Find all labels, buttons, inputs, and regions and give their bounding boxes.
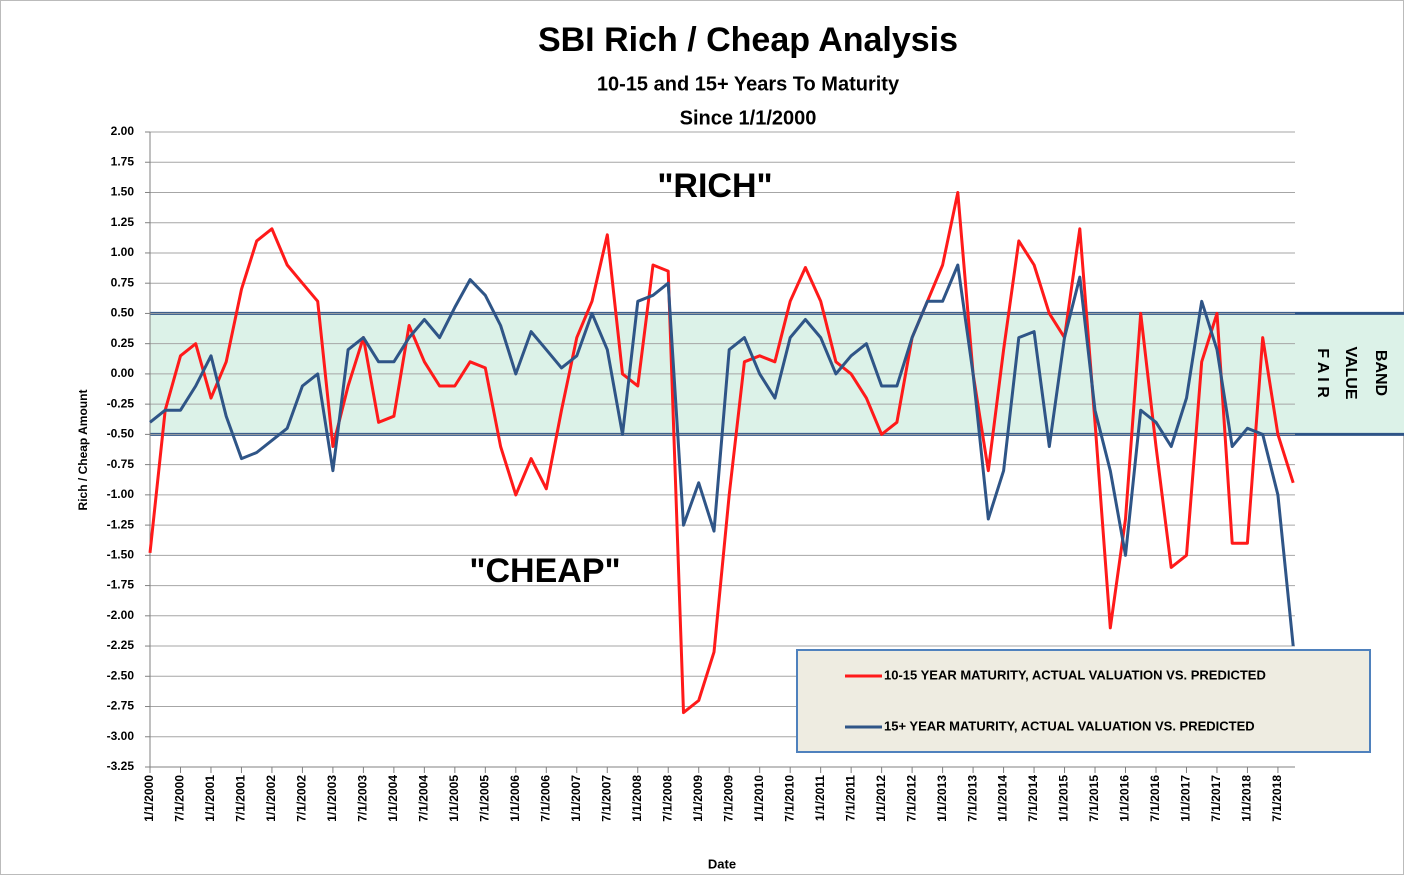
y-tick-label: -1.50 (107, 548, 135, 562)
chart-subtitle: 10-15 and 15+ Years To Maturity (597, 73, 900, 95)
x-tick-label: 7/1/2010 (782, 775, 796, 822)
x-tick-label: 7/1/2015 (1087, 775, 1101, 822)
x-tick-label: 1/1/2010 (752, 775, 766, 822)
y-tick-label: 1.00 (111, 245, 135, 259)
x-tick-label: 1/1/2011 (813, 775, 827, 821)
legend-label: 15+ YEAR MATURITY, ACTUAL VALUATION VS. … (884, 718, 1255, 733)
x-tick-label: 7/1/2017 (1209, 775, 1223, 822)
y-tick-label: -2.50 (107, 668, 135, 682)
x-tick-label: 1/1/2015 (1057, 775, 1071, 822)
legend-label: 10-15 YEAR MATURITY, ACTUAL VALUATION VS… (884, 667, 1266, 682)
x-tick-label: 7/1/2006 (538, 775, 552, 822)
chart-title: SBI Rich / Cheap Analysis (538, 21, 958, 59)
x-tick-label: 7/1/2008 (660, 775, 674, 822)
x-tick-label: 1/1/2018 (1240, 775, 1254, 822)
y-tick-label: 0.25 (111, 336, 135, 350)
x-tick-label: 7/1/2016 (1148, 775, 1162, 822)
annotation: "RICH" (657, 167, 772, 205)
chart-subtitle: Since 1/1/2000 (680, 107, 817, 129)
y-tick-label: 0.50 (111, 306, 135, 320)
annotation: "CHEAP" (469, 552, 620, 590)
y-tick-label: -2.25 (107, 638, 135, 652)
x-tick-label: 7/1/2003 (356, 775, 370, 822)
y-tick-label: 1.25 (111, 215, 135, 229)
x-tick-label: 1/1/2002 (264, 775, 278, 822)
x-tick-label: 1/1/2014 (996, 775, 1010, 822)
x-tick-label: 7/1/2009 (721, 775, 735, 822)
y-axis-label: Rich / Cheap Amount (76, 390, 90, 511)
y-tick-label: 0.00 (111, 366, 135, 380)
x-tick-label: 7/1/2001 (234, 775, 248, 822)
x-tick-label: 1/1/2013 (935, 775, 949, 822)
x-tick-label: 1/1/2017 (1179, 775, 1193, 822)
x-tick-label: 7/1/2014 (1026, 775, 1040, 822)
band-label: F A I R (1314, 348, 1331, 398)
x-tick-label: 7/1/2012 (904, 775, 918, 822)
x-tick-label: 7/1/2011 (843, 775, 857, 821)
x-tick-label: 7/1/2004 (417, 775, 431, 822)
x-tick-label: 1/1/2001 (203, 775, 217, 822)
x-tick-label: 1/1/2008 (630, 775, 644, 822)
y-tick-label: -1.25 (107, 517, 135, 531)
y-tick-label: -2.75 (107, 699, 135, 713)
series-line (149, 263, 1295, 647)
x-tick-label: 1/1/2007 (569, 775, 583, 822)
x-tick-label: 7/1/2013 (965, 775, 979, 822)
legend-box (796, 649, 1371, 753)
y-tick-label: 0.75 (111, 275, 135, 289)
x-tick-label: 7/1/2007 (599, 775, 613, 822)
x-tick-label: 7/1/2018 (1270, 775, 1284, 822)
band-label: VALUE (1342, 346, 1359, 399)
y-tick-label: -1.75 (107, 578, 135, 592)
y-tick-label: -2.00 (107, 608, 135, 622)
y-tick-label: 1.75 (111, 154, 135, 168)
y-tick-label: 2.00 (111, 124, 135, 138)
y-tick-label: -0.25 (107, 396, 135, 410)
band-label: BAND (1372, 350, 1389, 396)
x-axis-label: Date (708, 856, 736, 871)
x-tick-label: 1/1/2000 (142, 775, 156, 822)
x-tick-label: 1/1/2009 (691, 775, 705, 822)
x-tick-label: 1/1/2004 (386, 775, 400, 822)
x-tick-label: 1/1/2016 (1118, 775, 1132, 822)
y-tick-label: -0.50 (107, 427, 135, 441)
y-tick-label: -3.00 (107, 729, 135, 743)
x-tick-label: 1/1/2003 (325, 775, 339, 822)
x-tick-label: 7/1/2005 (478, 775, 492, 822)
x-tick-label: 1/1/2005 (447, 775, 461, 822)
x-tick-label: 1/1/2012 (874, 775, 888, 822)
y-tick-label: 1.50 (111, 185, 135, 199)
x-tick-label: 7/1/2000 (173, 775, 187, 822)
y-tick-label: -0.75 (107, 457, 135, 471)
x-tick-label: 7/1/2002 (295, 775, 309, 822)
y-tick-label: -3.25 (107, 759, 135, 773)
x-tick-label: 1/1/2006 (508, 775, 522, 822)
y-tick-label: -1.00 (107, 487, 135, 501)
